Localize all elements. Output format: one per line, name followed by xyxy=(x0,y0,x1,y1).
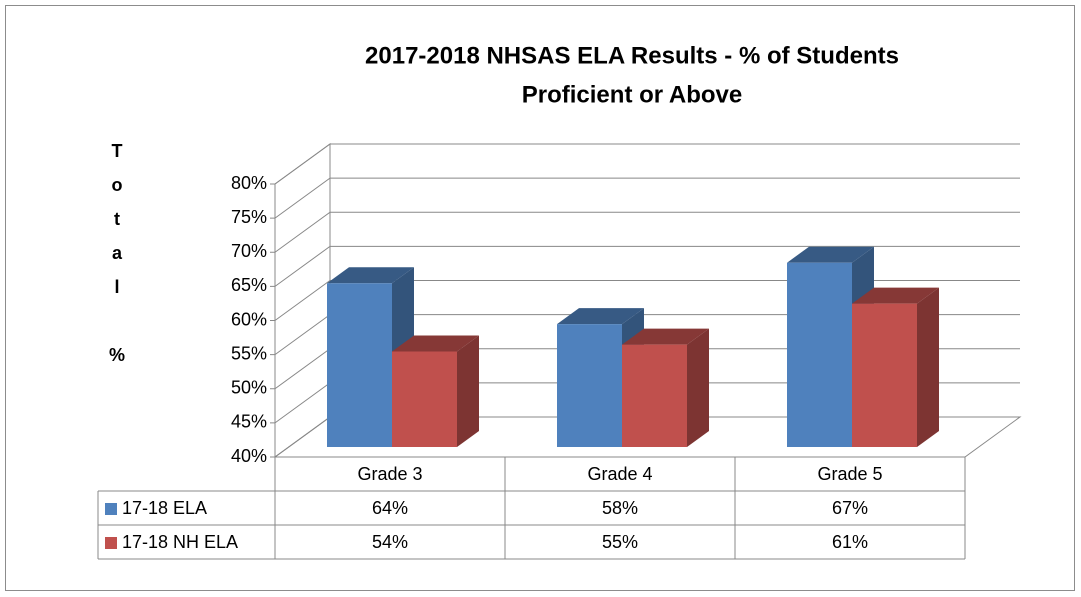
bar-top xyxy=(622,328,709,345)
y-tick-label: 80% xyxy=(231,173,267,193)
value-label: 54% xyxy=(372,532,408,552)
bar-front xyxy=(852,303,917,447)
bar-top xyxy=(557,308,644,325)
bar-front xyxy=(622,344,687,447)
bar-front xyxy=(327,283,392,447)
grid-line xyxy=(274,143,1020,185)
bar-top xyxy=(852,287,939,304)
y-tick-label: 65% xyxy=(231,275,267,295)
value-label: 58% xyxy=(602,498,638,518)
y-tick-label: 45% xyxy=(231,412,267,432)
grid-line xyxy=(274,177,1020,219)
y-tick-label: 50% xyxy=(231,378,267,398)
bar-front xyxy=(392,351,457,447)
chart-title: Proficient or Above xyxy=(522,81,742,108)
y-tick-label: 70% xyxy=(231,241,267,261)
bar-top xyxy=(327,267,414,284)
x-tick-label: Grade 3 xyxy=(357,464,422,484)
bar-side xyxy=(687,328,709,447)
grid-line xyxy=(274,245,1020,287)
legend-key xyxy=(105,503,117,515)
bar xyxy=(852,287,939,447)
bar-front xyxy=(557,324,622,447)
y-tick-label: 60% xyxy=(231,309,267,329)
value-label: 61% xyxy=(832,532,868,552)
value-label: 64% xyxy=(372,498,408,518)
x-tick-label: Grade 5 xyxy=(817,464,882,484)
y-tick-label: 55% xyxy=(231,343,267,363)
bar-top xyxy=(787,246,874,263)
grid-line xyxy=(274,211,1020,253)
bar xyxy=(622,328,709,447)
bar-front xyxy=(787,262,852,447)
chart-title: 2017-2018 NHSAS ELA Results - % of Stude… xyxy=(365,42,899,69)
bar xyxy=(392,335,479,447)
x-tick-label: Grade 4 xyxy=(587,464,652,484)
bar-top xyxy=(392,335,479,352)
legend-label: 17-18 NH ELA xyxy=(122,532,238,552)
legend-label: 17-18 ELA xyxy=(122,498,207,518)
value-label: 67% xyxy=(832,498,868,518)
value-label: 55% xyxy=(602,532,638,552)
bar-side xyxy=(457,335,479,447)
y-tick-label: 40% xyxy=(231,446,267,466)
bar-side xyxy=(917,287,939,447)
y-tick-label: 75% xyxy=(231,207,267,227)
legend-key xyxy=(105,537,117,549)
